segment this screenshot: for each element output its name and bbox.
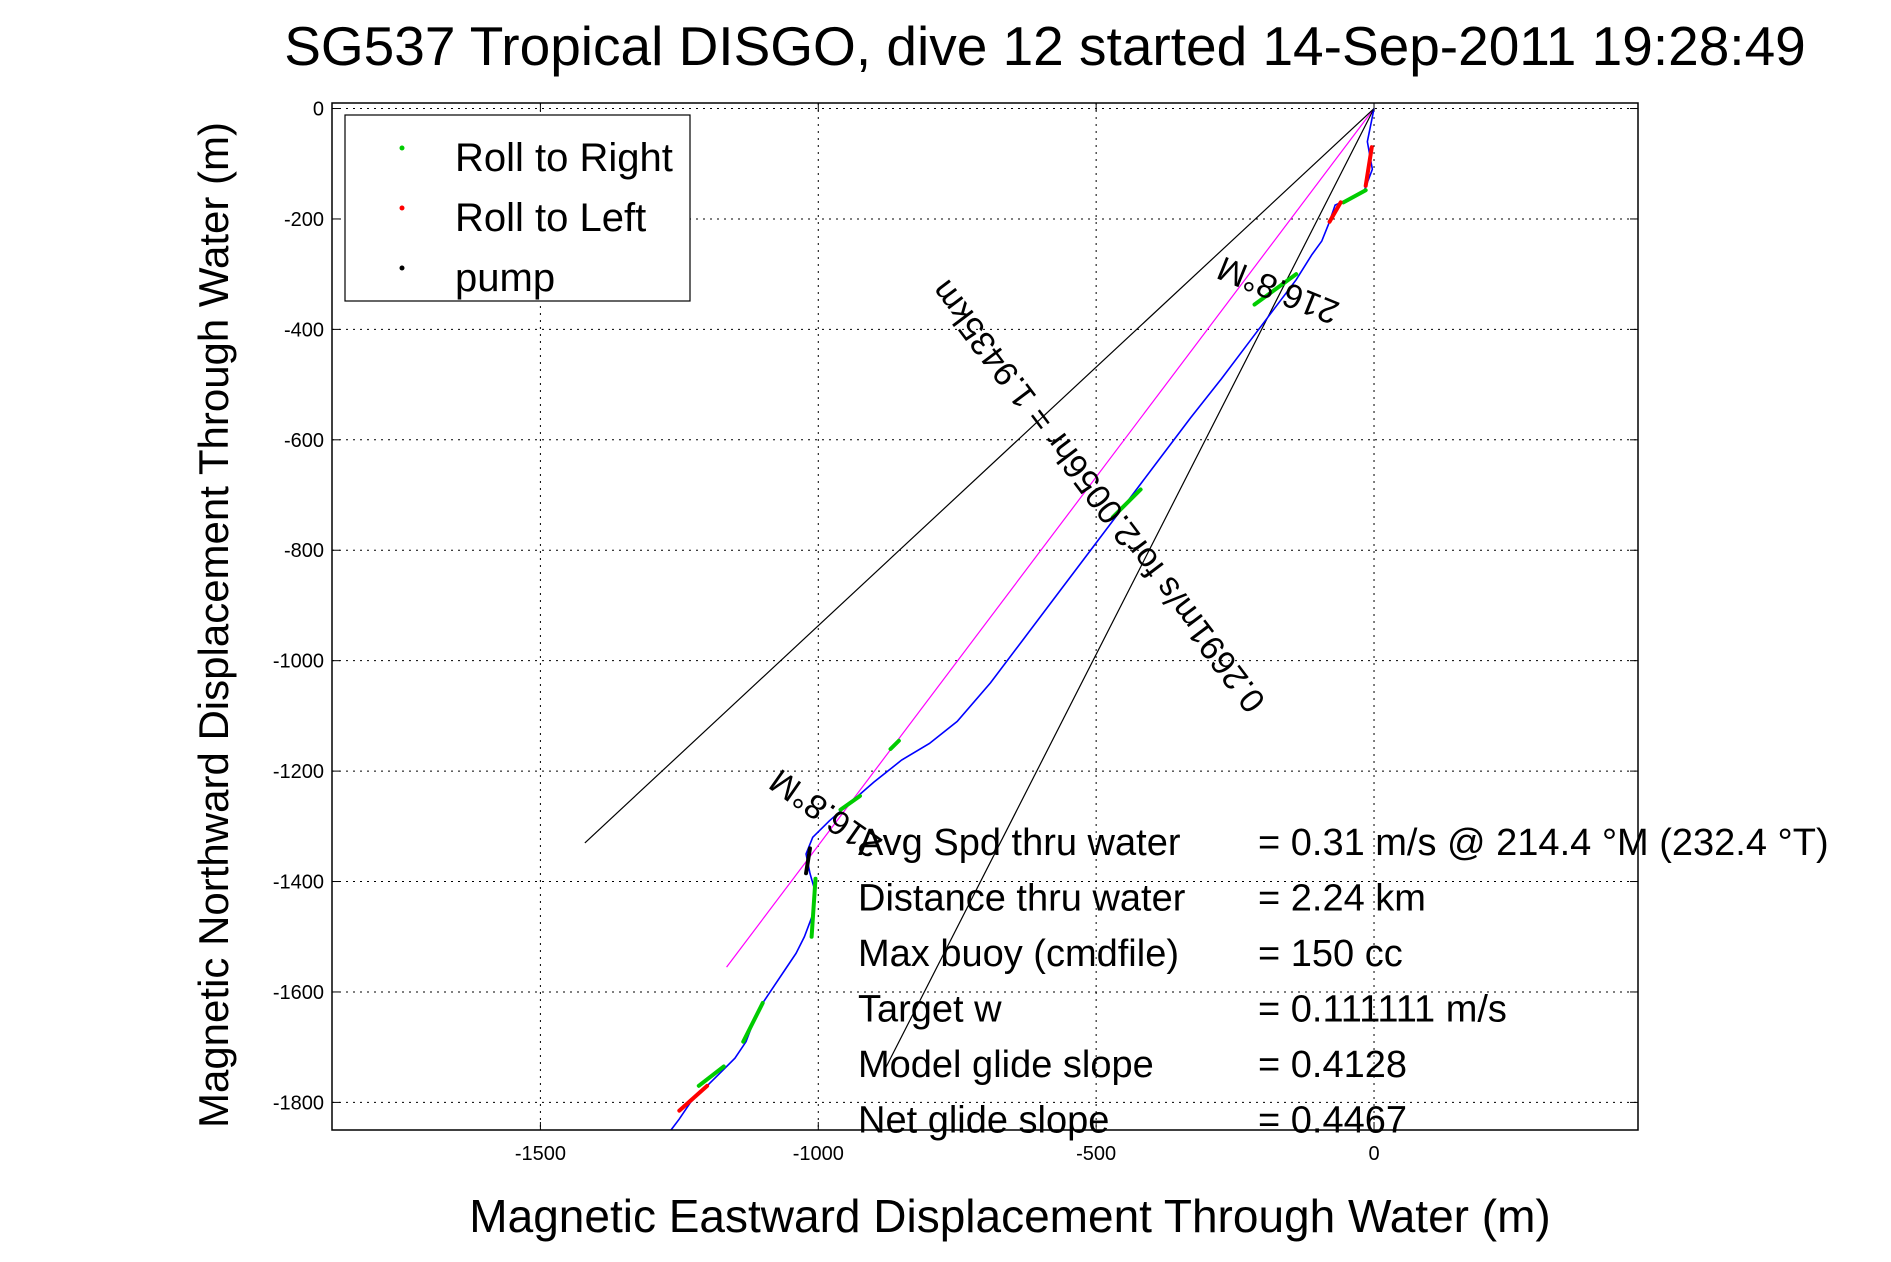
plot-area [584, 108, 1375, 1131]
legend-entry-label: pump [455, 256, 555, 300]
legend-entry-label: Roll to Left [455, 196, 646, 240]
y-tick-label: -1000 [273, 651, 324, 673]
stat-label: Max buoy (cmdfile) [858, 933, 1179, 975]
y-tick-label: -1400 [273, 872, 324, 894]
y-axis-label: Magnetic Northward Displacement Through … [190, 122, 237, 1128]
y-tick-label: -600 [284, 430, 324, 452]
roll-right-segment [1341, 188, 1368, 205]
roll-right-segment [888, 738, 901, 752]
stat-value: = 2.24 km [1258, 878, 1426, 920]
roll-right-segment [838, 793, 862, 812]
heading-annotation: 0.2691m/s for2.0056hr = 1.9435km [924, 273, 1273, 719]
chart-title: SG537 Tropical DISGO, dive 12 started 14… [284, 15, 1806, 77]
track-line [670, 108, 1375, 1131]
y-tick-label: -400 [284, 319, 324, 341]
heading-line [584, 108, 1375, 844]
stat-label: Model glide slope [858, 1044, 1154, 1086]
stat-value: = 0.111111 m/s [1258, 989, 1507, 1031]
axes-frame [331, 102, 1639, 1131]
legend-marker [399, 205, 405, 211]
pump-segment [804, 846, 812, 876]
legend-marker [399, 145, 405, 151]
legend-entry-label: Roll to Right [455, 136, 673, 180]
x-tick-label: 0 [1368, 1143, 1379, 1165]
y-tick-label: -200 [284, 209, 324, 231]
x-tick-label: -500 [1076, 1143, 1116, 1165]
y-tick-label: -1200 [273, 761, 324, 783]
roll-right-segment [696, 1064, 726, 1088]
x-axis-label: Magnetic Eastward Displacement Through W… [469, 1190, 1550, 1242]
legend: Roll to Right Roll to Left pump [344, 114, 691, 302]
stat-label: Target w [858, 989, 1002, 1031]
text-annotations: 216.8°M0.2691m/s for2.0056hr = 1.9435km2… [763, 248, 1344, 865]
stat-value: = 0.4467 [1258, 1100, 1407, 1142]
heading-line [884, 108, 1375, 1070]
stat-value: = 0.4128 [1258, 1044, 1407, 1086]
roll-right-segment [1252, 272, 1299, 307]
roll-right-segment [741, 1001, 765, 1044]
stat-value: = 150 cc [1258, 933, 1403, 975]
x-tick-label: -1000 [793, 1143, 844, 1165]
y-tick-label: -800 [284, 540, 324, 562]
heading-line [726, 108, 1375, 968]
stat-label: Distance thru water [858, 878, 1186, 920]
y-tick-label: -1600 [273, 982, 324, 1004]
roll-left-segment [1363, 145, 1374, 188]
roll-right-segment [809, 876, 818, 939]
heading-annotation: 216.8°M [1212, 248, 1344, 331]
y-tick-label: 0 [313, 99, 324, 121]
stats-panel: Avg Spd thru water = 0.31 m/s @ 214.4 °M … [858, 822, 1829, 1142]
y-tick-label: -1800 [273, 1092, 324, 1114]
stat-label: Avg Spd thru water [858, 822, 1181, 864]
x-tick-label: -1500 [515, 1143, 566, 1165]
tick-labels: -1500 -1000 -500 0 0 -200 -400 -600 -800 -1000 -12… [273, 99, 1638, 1165]
roll-left-segment [677, 1083, 710, 1113]
legend-marker [399, 265, 405, 271]
stat-label: Net glide slope [858, 1100, 1109, 1142]
roll-left-segment [1327, 200, 1343, 224]
roll-right-segment [1110, 487, 1143, 520]
stat-value: = 0.31 m/s @ 214.4 °M (232.4 °T) [1258, 822, 1829, 864]
